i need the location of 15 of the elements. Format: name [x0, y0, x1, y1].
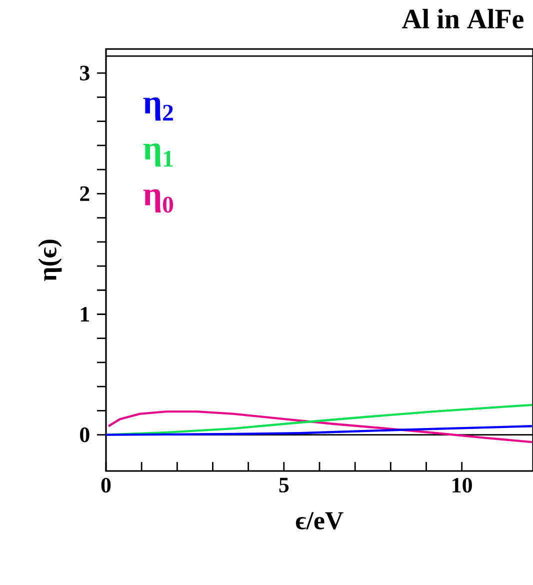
- line-series: [106, 425, 533, 436]
- line-series: [107, 410, 533, 444]
- chart-title: Al in AlFe: [402, 8, 524, 28]
- x-tick-label: 10: [452, 478, 472, 493]
- text: η$_{1}$: [143, 143, 173, 167]
- y-tick-label: 0: [80, 427, 90, 442]
- y-axis-title: η(ϵ): [38, 240, 62, 282]
- x-tick-label: 5: [279, 478, 289, 492]
- text: η$_{0}$: [143, 189, 174, 213]
- y-tick-label: 1: [80, 307, 90, 322]
- x-tick-label: 0: [101, 478, 111, 493]
- text: η$_{2}$: [143, 97, 173, 121]
- y-tick-label: 2: [80, 186, 90, 201]
- y-tick-label: 3: [80, 66, 90, 80]
- x-axis-title: ϵ/eV: [296, 512, 344, 530]
